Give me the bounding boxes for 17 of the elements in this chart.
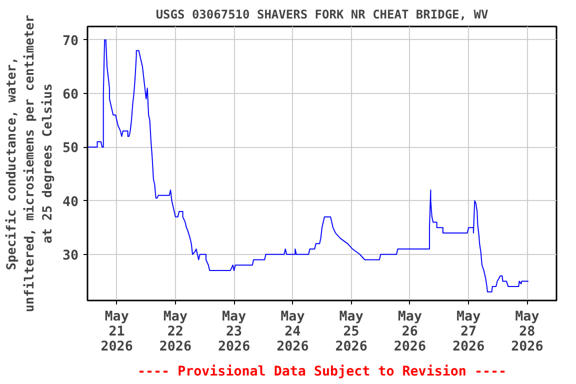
y-tick-label: 60 [62,88,79,103]
x-tick-label: May 26 2026 [394,310,426,354]
x-tick-label: May 27 2026 [452,310,485,354]
y-tick-label: 50 [62,141,79,156]
y-tick-label: 70 [62,34,79,49]
y-tick-label: 40 [62,194,79,210]
x-tick-label: May 21 2026 [100,310,133,354]
chart-title: USGS 03067510 SHAVERS FORK NR CHEAT BRIDGE, WV [156,8,488,22]
y-tick-label: 30 [62,248,79,264]
x-tick-label: May 25 2026 [335,310,368,354]
x-tick-label: May 22 2026 [159,310,192,354]
x-tick-label: May 24 2026 [276,310,309,354]
text: ---- Provisional Data Subject to Revision ---- [137,364,507,380]
x-tick-label: May 28 2026 [511,310,544,354]
x-tick-label: May 23 2026 [218,310,250,354]
y-axis-title: Specific conductance, water, unfiltered, microsiemens per centimeter at 25 degrees Celsius [3,14,54,312]
line-series [88,39,529,292]
